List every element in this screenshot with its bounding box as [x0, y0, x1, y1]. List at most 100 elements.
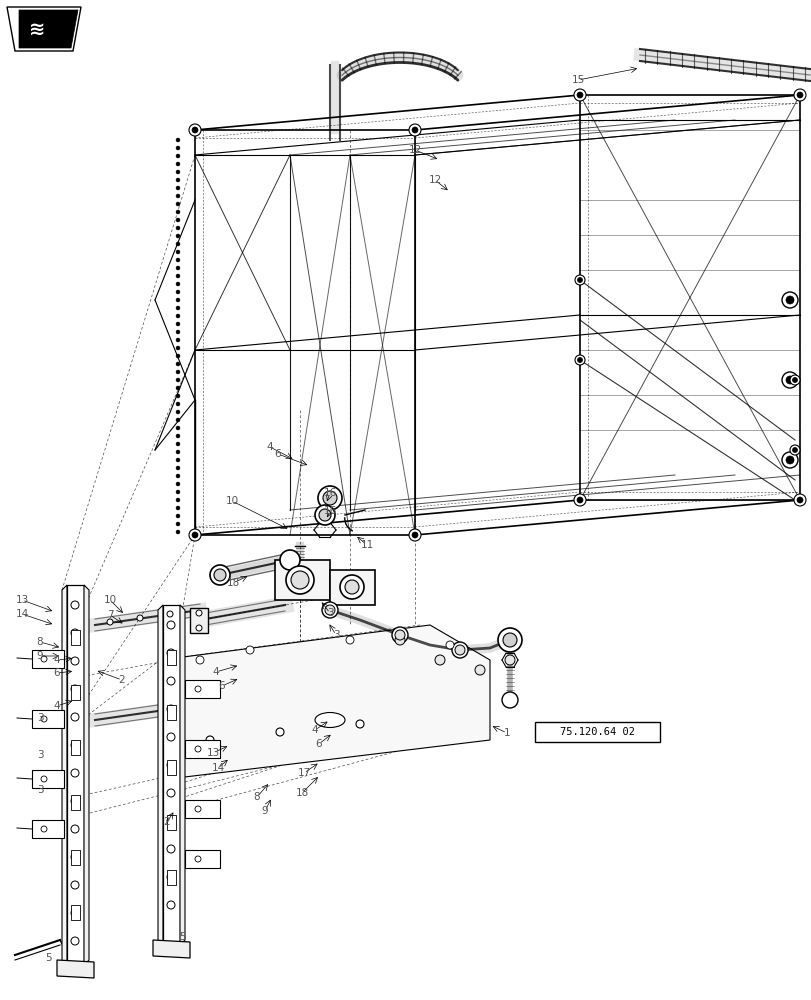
Bar	[71, 630, 80, 645]
Text: 75.120.64 02: 75.120.64 02	[560, 727, 634, 737]
Circle shape	[474, 665, 484, 675]
Circle shape	[176, 514, 180, 518]
Circle shape	[176, 146, 180, 150]
Circle shape	[71, 909, 79, 917]
Circle shape	[355, 720, 363, 728]
Circle shape	[176, 234, 180, 238]
Circle shape	[176, 522, 180, 526]
Circle shape	[137, 615, 143, 621]
Circle shape	[167, 649, 175, 657]
Circle shape	[176, 442, 180, 446]
Circle shape	[318, 486, 341, 510]
Circle shape	[176, 298, 180, 302]
Bar	[185, 850, 220, 868]
Circle shape	[577, 358, 581, 362]
Circle shape	[195, 610, 202, 616]
Text: 3: 3	[333, 630, 339, 640]
Circle shape	[781, 292, 797, 308]
Text: ≋: ≋	[28, 20, 45, 39]
Circle shape	[41, 716, 47, 722]
Text: 3: 3	[36, 785, 43, 795]
Bar	[185, 740, 220, 758]
Circle shape	[176, 402, 180, 406]
Circle shape	[191, 127, 198, 133]
Circle shape	[345, 636, 354, 644]
Circle shape	[497, 628, 521, 652]
Circle shape	[435, 655, 444, 665]
Circle shape	[574, 275, 584, 285]
Circle shape	[176, 386, 180, 390]
Circle shape	[785, 376, 793, 384]
Text: 9: 9	[261, 806, 268, 816]
Circle shape	[176, 362, 180, 366]
Circle shape	[167, 677, 175, 685]
Circle shape	[71, 769, 79, 777]
Bar	[71, 685, 80, 700]
Circle shape	[195, 686, 201, 692]
Circle shape	[785, 296, 793, 304]
Circle shape	[195, 856, 201, 862]
Text: 18: 18	[226, 578, 239, 588]
Text: 4: 4	[311, 725, 318, 735]
Bar	[71, 740, 80, 755]
Circle shape	[189, 529, 201, 541]
Circle shape	[392, 627, 407, 643]
Circle shape	[206, 736, 214, 744]
Circle shape	[176, 418, 180, 422]
Text: 3: 3	[36, 713, 43, 723]
Circle shape	[41, 776, 47, 782]
Circle shape	[454, 645, 465, 655]
Circle shape	[176, 474, 180, 478]
Bar	[167, 650, 176, 665]
Circle shape	[107, 619, 113, 625]
Text: 4: 4	[54, 655, 60, 665]
Circle shape	[176, 202, 180, 206]
Text: 18: 18	[295, 788, 308, 798]
Circle shape	[71, 629, 79, 637]
Circle shape	[445, 641, 453, 649]
Circle shape	[411, 127, 418, 133]
Circle shape	[167, 621, 175, 629]
Circle shape	[176, 178, 180, 182]
Text: 4: 4	[212, 667, 219, 677]
Text: 16: 16	[323, 506, 337, 516]
Text: 5: 5	[45, 953, 52, 963]
Circle shape	[195, 625, 202, 631]
Circle shape	[793, 89, 805, 101]
Polygon shape	[62, 585, 67, 965]
Circle shape	[315, 505, 335, 525]
Circle shape	[409, 529, 420, 541]
Text: 6: 6	[274, 449, 281, 459]
Text: 10: 10	[225, 496, 238, 506]
Circle shape	[176, 170, 180, 174]
Circle shape	[71, 853, 79, 861]
Circle shape	[71, 741, 79, 749]
Circle shape	[176, 210, 180, 214]
Circle shape	[176, 450, 180, 454]
Bar	[167, 815, 176, 830]
Circle shape	[71, 713, 79, 721]
Circle shape	[504, 655, 514, 665]
Bar	[185, 800, 220, 818]
Text: 7: 7	[106, 610, 114, 620]
Circle shape	[176, 458, 180, 462]
Bar	[71, 850, 80, 865]
Circle shape	[191, 532, 198, 538]
Circle shape	[71, 657, 79, 665]
Text: 13: 13	[15, 595, 28, 605]
Bar	[32, 770, 64, 788]
Polygon shape	[180, 605, 185, 945]
Circle shape	[176, 274, 180, 278]
Bar	[167, 870, 176, 885]
Text: 4: 4	[266, 442, 273, 452]
Circle shape	[340, 575, 363, 599]
Circle shape	[71, 825, 79, 833]
Circle shape	[409, 124, 420, 136]
Circle shape	[176, 490, 180, 494]
Circle shape	[323, 491, 337, 505]
Circle shape	[176, 346, 180, 350]
Circle shape	[785, 456, 793, 464]
Polygon shape	[57, 960, 94, 978]
Circle shape	[176, 138, 180, 142]
Circle shape	[167, 705, 175, 713]
